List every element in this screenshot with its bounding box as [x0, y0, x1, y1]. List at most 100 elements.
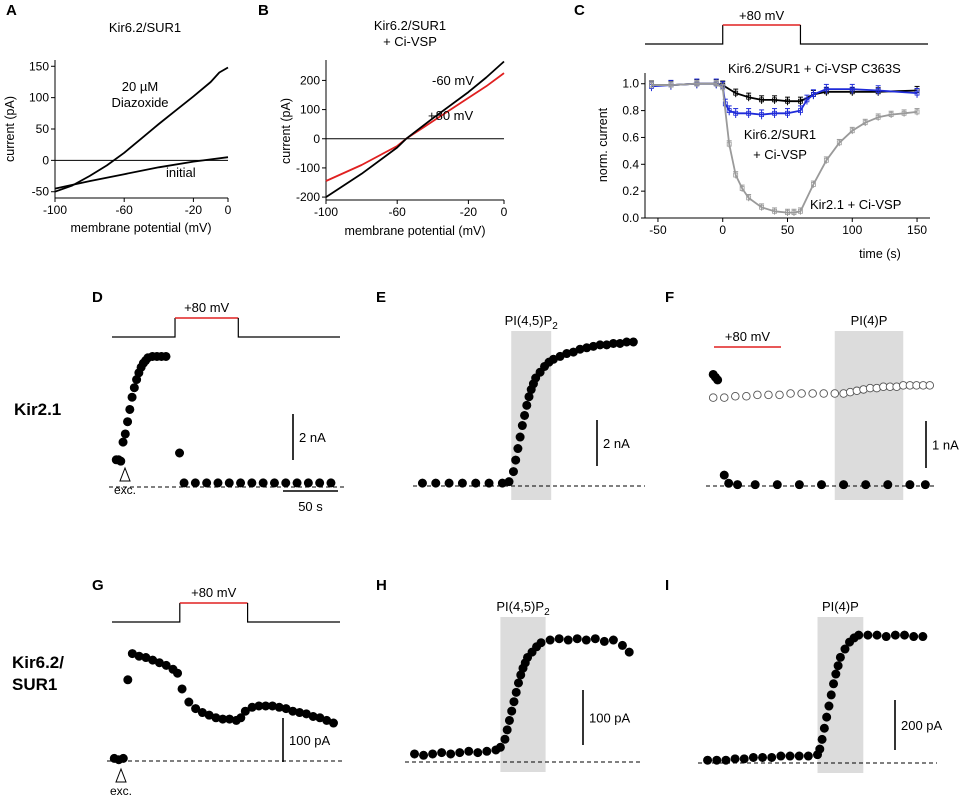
- panel-c-series-kir21-point: [888, 112, 894, 118]
- panel-e-point: [511, 455, 521, 465]
- panel-i-point: [831, 669, 841, 679]
- panel-d-point: [258, 478, 268, 488]
- panel-f-open-point: [786, 389, 795, 398]
- panel-h-point: [509, 697, 519, 707]
- panel-f-point: [733, 480, 743, 490]
- panel-d-point: [125, 404, 135, 414]
- panel-e-shade-label-subscript: 2: [552, 321, 558, 332]
- panel-c-xtick-label: 50: [781, 223, 795, 237]
- panel-f-open-point: [808, 389, 817, 398]
- panel-h-point: [502, 725, 512, 735]
- panel-f-point: [883, 480, 893, 490]
- panel-h-point: [511, 687, 521, 697]
- panel-a-xtick-label: -100: [43, 203, 67, 217]
- panel-c-series-civsp-point: [914, 90, 920, 96]
- panel-c-series-civsp-point: [772, 110, 777, 116]
- panel-b-series-minus60: [325, 60, 505, 198]
- panel-c-series-kir21-point: [862, 120, 868, 126]
- panel-h-point: [446, 749, 456, 759]
- panel-c-xtick-label: 100: [842, 223, 862, 237]
- panel-c-series-c363s-point: [733, 90, 739, 96]
- panel-g-excision-label: exc.: [110, 784, 132, 798]
- panel-f-scalebar-y-label: 1 nA: [932, 438, 959, 453]
- panel-b-xtick-label: -60: [389, 205, 407, 219]
- panel-h-shade-label-subscript: 2: [544, 607, 550, 618]
- panel-h-point: [599, 636, 609, 646]
- panel-h-point: [572, 634, 582, 644]
- panel-c-ytick-label: 0.0: [622, 211, 639, 225]
- panel-b-ytick-label: 0: [313, 132, 320, 146]
- panel-b-title-line1: Kir6.2/SUR1: [374, 18, 446, 33]
- panel-h-point: [464, 746, 474, 756]
- panel-c-xlabel: time (s): [859, 247, 901, 261]
- panel-g-point: [328, 718, 338, 728]
- panel-label-a: A: [6, 2, 17, 19]
- panel-g-protocol-right: [247, 603, 340, 623]
- panel-b-ytick-label: 100: [300, 103, 320, 117]
- panel-f-open-point: [742, 391, 751, 401]
- panel-c-series-kir21-point: [811, 182, 816, 187]
- panel-c-series-kir21-point: [836, 140, 842, 146]
- panel-c-ylabel: norm. current: [596, 107, 610, 182]
- panel-a-xlabel: membrane potential (mV): [70, 221, 211, 235]
- panel-d-point: [247, 478, 257, 488]
- panel-c-series-kir21-point: [875, 114, 881, 120]
- panel-c-series-civsp-point: [798, 108, 803, 113]
- panel-f-shade-label: PI(4)P: [851, 313, 888, 328]
- panel-i-point: [785, 751, 795, 761]
- panel-c-series-c363s-point: [759, 97, 764, 103]
- panel-d-excision-arrow: [119, 466, 131, 482]
- panel-f-open-point: [830, 389, 840, 398]
- panel-label-i: I: [665, 577, 669, 594]
- panel-g-point: [191, 704, 201, 714]
- panel-e-point: [471, 478, 481, 488]
- panel-i-point: [758, 752, 768, 762]
- panel-g-point: [236, 713, 246, 723]
- panel-c-series-civsp-point: [759, 112, 764, 118]
- panel-c-series-kir21-point: [733, 172, 739, 178]
- panel-c-series-kir21-point: [668, 82, 674, 88]
- panel-d-point: [123, 417, 133, 427]
- panel-i-point: [840, 644, 850, 654]
- panel-c-series-c363s-point: [798, 98, 803, 104]
- panel-d-point: [326, 478, 336, 488]
- panel-h-point: [410, 749, 420, 759]
- panel-i-shade: [817, 617, 864, 773]
- panel-i-point: [881, 632, 891, 642]
- panel-h-point: [590, 634, 600, 644]
- panel-c-ytick-label: 0.8: [622, 104, 639, 118]
- panel-c-xtick-label: -50: [649, 223, 667, 237]
- panel-e-point: [508, 467, 518, 477]
- panel-d-point: [292, 478, 302, 488]
- panel-h-point: [554, 634, 564, 644]
- panel-h-point: [482, 746, 492, 756]
- panel-i-point: [703, 755, 713, 765]
- panel-c-label-c363s: Kir6.2/SUR1 + Ci-VSP C363S: [728, 61, 901, 76]
- panel-c-label-civsp-line1: Kir6.2/SUR1: [744, 127, 816, 142]
- panel-i-point: [815, 744, 825, 754]
- panel-f-stimulus-label: +80 mV: [725, 329, 770, 344]
- panel-g-point: [184, 697, 194, 707]
- panel-e-point: [513, 444, 523, 454]
- panel-c-series-kir21-point: [759, 204, 764, 210]
- panel-i-point: [854, 630, 864, 640]
- panel-b-ytick-label: -200: [296, 190, 320, 204]
- panel-c-series-kir21-point: [720, 85, 726, 91]
- panel-h-point: [500, 734, 510, 744]
- panel-e-chart: PI(4,5)P2 2 nA: [413, 313, 645, 500]
- panel-label-f: F: [665, 289, 674, 306]
- panel-d-point: [213, 478, 223, 488]
- panel-f-open-point: [753, 390, 762, 400]
- panel-d-point: [129, 383, 139, 393]
- panel-f-shade: [834, 331, 904, 500]
- panel-d-point: [202, 478, 212, 488]
- panel-d-scalebar-x-label: 50 s: [298, 499, 323, 514]
- panel-i-point: [712, 755, 722, 765]
- panel-e-point: [515, 432, 525, 442]
- panel-f-point: [920, 480, 930, 490]
- panel-label-d: D: [92, 289, 103, 306]
- panel-b-xtick-label: -20: [460, 205, 478, 219]
- panel-i-point: [826, 690, 836, 700]
